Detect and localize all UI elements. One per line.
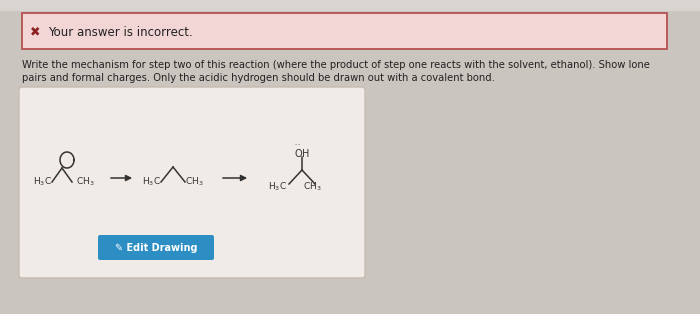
Text: $\sf{\overset{\cdot\cdot}{O}H}$: $\sf{\overset{\cdot\cdot}{O}H}$ — [294, 142, 310, 160]
Text: pairs and formal charges. Only the acidic hydrogen should be drawn out with a co: pairs and formal charges. Only the acidi… — [22, 73, 495, 83]
Text: ✖: ✖ — [29, 25, 41, 39]
Text: $\sf{H_3C}$: $\sf{H_3C}$ — [33, 176, 52, 188]
FancyBboxPatch shape — [19, 87, 365, 278]
Text: ✎ Edit Drawing: ✎ Edit Drawing — [115, 243, 197, 253]
Text: $\sf{CH_3}$: $\sf{CH_3}$ — [185, 176, 204, 188]
Text: Your answer is incorrect.: Your answer is incorrect. — [48, 25, 193, 39]
Bar — [0, 0, 700, 10]
Text: $\sf{CH_3}$: $\sf{CH_3}$ — [303, 181, 321, 193]
Text: $\sf{H_3C}$: $\sf{H_3C}$ — [268, 181, 287, 193]
FancyBboxPatch shape — [98, 235, 214, 260]
FancyBboxPatch shape — [22, 13, 667, 49]
Text: Write the mechanism for step two of this reaction (where the product of step one: Write the mechanism for step two of this… — [22, 60, 650, 70]
Text: $\sf{CH_3}$: $\sf{CH_3}$ — [76, 176, 94, 188]
Text: $\sf{H_3C}$: $\sf{H_3C}$ — [142, 176, 161, 188]
